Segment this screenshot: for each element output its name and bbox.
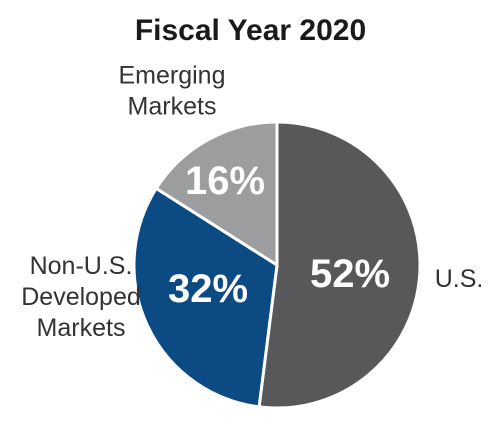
slice-category-label: Non-U.S. Developed Markets xyxy=(21,252,141,342)
slice-value-label: 16% xyxy=(185,159,265,203)
slice-value-label: 52% xyxy=(310,252,390,296)
pie-slices xyxy=(132,120,422,410)
pie-slice-emerging-markets xyxy=(154,120,279,268)
slice-category-label: Emerging Markets xyxy=(119,62,226,121)
slice-category-label: U.S. xyxy=(435,265,484,293)
slice-value-label: 32% xyxy=(168,267,248,311)
chart-title: Fiscal Year 2020 xyxy=(134,14,367,47)
pie-category-labels: U.S. Non-U.S. Developed Markets Emerging Mark… xyxy=(21,62,483,343)
pie-value-labels: 52% 32% 16% xyxy=(168,159,390,311)
pie-slice-u-s xyxy=(257,120,422,410)
